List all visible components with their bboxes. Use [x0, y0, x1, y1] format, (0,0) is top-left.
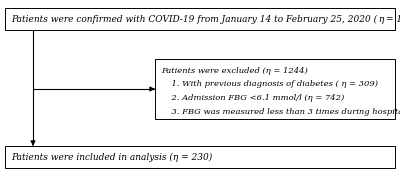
Text: 2. Admission FBG <6.1 mmol/l (η = 742): 2. Admission FBG <6.1 mmol/l (η = 742) — [161, 94, 344, 102]
Bar — [5, 8, 395, 30]
Bar — [155, 59, 395, 119]
Text: Patients were confirmed with COVID-19 from January 14 to February 25, 2020 ( η =: Patients were confirmed with COVID-19 fr… — [11, 14, 400, 24]
Text: Patients were included in analysis (η = 230): Patients were included in analysis (η = … — [11, 152, 212, 162]
Bar — [5, 146, 395, 168]
Text: Patients were excluded (η = 1244): Patients were excluded (η = 1244) — [161, 67, 308, 75]
Text: 3. FBG was measured less than 3 times during hospitalization (η = 193): 3. FBG was measured less than 3 times du… — [161, 107, 400, 116]
Text: 1. With previous diagnosis of diabetes ( η = 309): 1. With previous diagnosis of diabetes (… — [161, 80, 378, 89]
